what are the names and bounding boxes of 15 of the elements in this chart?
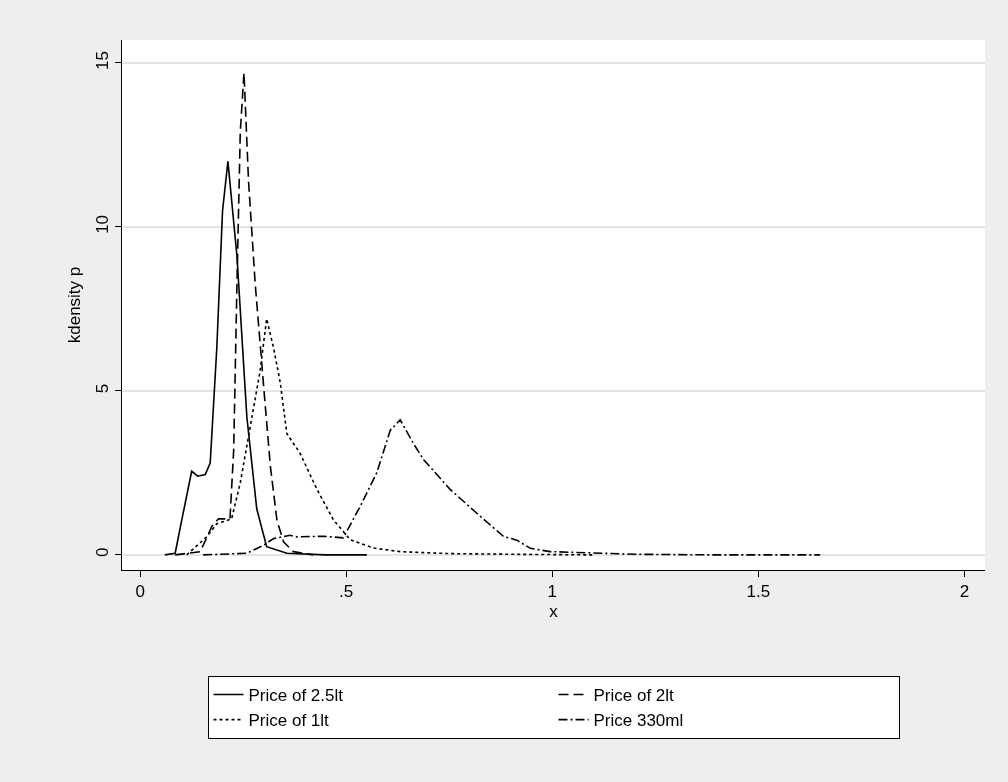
legend-label: Price 330ml <box>593 711 684 731</box>
y-axis-title: kdensity p <box>64 266 84 344</box>
x-tick-label: 1.5 <box>746 582 771 602</box>
x-axis-title: x <box>549 601 559 621</box>
y-tick-label: 0 <box>93 547 113 558</box>
x-tick-label: 0 <box>135 582 145 602</box>
x-tick-label: 2 <box>959 582 970 602</box>
x-tick-label: .5 <box>339 582 354 602</box>
y-tick-label: 5 <box>93 383 113 394</box>
y-tick-label: 15 <box>93 50 113 70</box>
y-tick-label: 10 <box>93 214 113 234</box>
legend-label: Price of 2.5lt <box>248 686 344 706</box>
legend-label: Price of 1lt <box>248 711 330 731</box>
legend-label: Price of 2lt <box>593 686 675 706</box>
x-tick-label: 1 <box>547 582 557 602</box>
